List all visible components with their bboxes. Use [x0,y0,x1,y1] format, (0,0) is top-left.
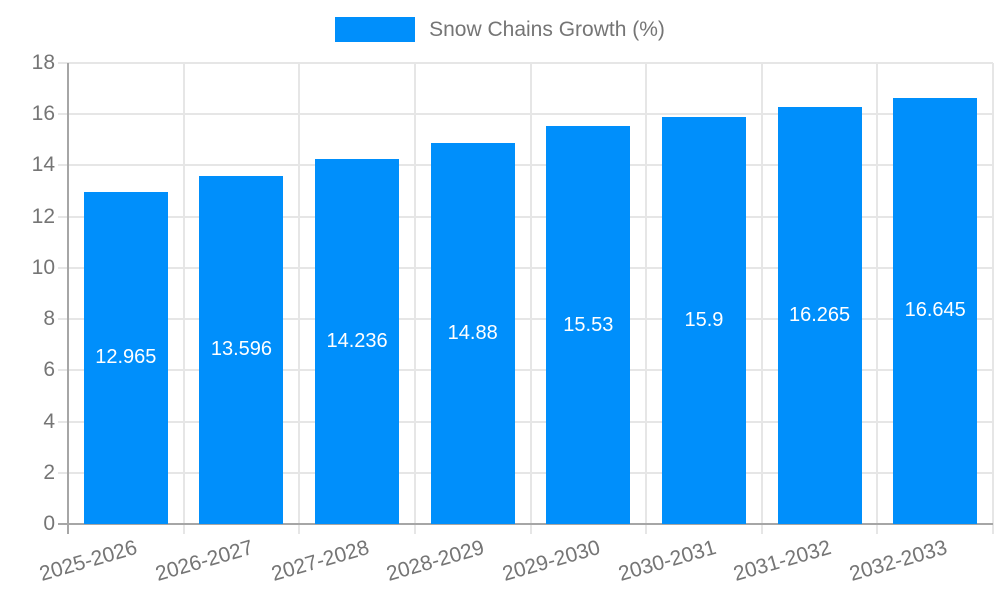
bar-value-label: 15.53 [563,313,614,336]
y-tick-label: 12 [31,204,55,228]
x-tick-label: 2032-2033 [846,536,950,586]
x-axis-tick [529,524,532,534]
x-grid-line [760,63,763,524]
y-axis-line [67,63,69,534]
y-axis-tick [58,266,68,269]
x-grid-line [645,63,648,524]
y-axis-tick [58,420,68,423]
x-tick-label: 2026-2027 [152,536,256,586]
y-axis-tick [58,215,68,218]
y-axis-tick [58,113,68,116]
x-axis-tick [992,524,994,534]
y-axis-tick [58,164,68,167]
bar[interactable]: 14.236 [315,159,400,524]
bar[interactable]: 16.645 [893,97,978,524]
bar-value-label: 15.9 [684,308,724,331]
y-axis-tick [58,318,68,321]
x-grid-line [298,63,301,524]
y-tick-label: 14 [31,153,55,177]
x-grid-line [182,63,185,524]
y-axis-tick [58,471,68,474]
y-tick-label: 10 [31,255,55,279]
x-tick-label: 2028-2029 [384,536,488,586]
bar[interactable]: 15.9 [661,116,746,524]
legend-label: Snow Chains Growth (%) [429,17,665,41]
bar-value-label: 13.596 [210,338,273,361]
legend-swatch [335,17,416,42]
y-tick-label: 18 [31,51,55,74]
x-tick-label: 2027-2028 [268,536,372,586]
x-axis-tick [760,524,763,534]
y-tick-label: 4 [43,409,55,433]
x-grid-line [876,63,879,524]
bar-value-label: 14.88 [447,321,498,344]
bar[interactable]: 13.596 [199,175,284,524]
x-axis-tick [876,524,879,534]
bar[interactable]: 15.53 [546,126,631,524]
x-grid-line [529,63,532,524]
x-grid-line [992,63,994,524]
x-tick-label: 2030-2031 [615,536,719,586]
y-tick-label: 8 [43,307,55,331]
x-grid-line [413,63,416,524]
x-tick-label: 2025-2026 [37,536,141,586]
y-tick-label: 0 [43,512,55,535]
legend[interactable]: Snow Chains Growth (%) [0,17,1000,42]
x-tick-label: 2029-2030 [499,536,603,586]
x-axis-tick [413,524,416,534]
y-tick-label: 6 [43,358,55,382]
y-axis-tick [58,369,68,372]
bar[interactable]: 16.265 [777,107,862,524]
bar-value-label: 12.965 [95,346,157,369]
bar-value-label: 14.236 [326,330,388,353]
bar-value-label: 16.645 [904,299,966,322]
x-axis-tick [182,524,185,534]
bar[interactable]: 14.88 [430,142,515,524]
bar[interactable]: 12.965 [83,191,168,524]
x-tick-label: 2031-2032 [731,536,834,586]
y-tick-label: 2 [43,460,55,484]
y-axis-tick [58,62,68,64]
x-axis-line [58,523,993,525]
y-tick-label: 16 [31,102,55,126]
x-axis-tick [645,524,648,534]
bar-value-label: 16.265 [788,304,851,327]
x-axis-tick [298,524,301,534]
